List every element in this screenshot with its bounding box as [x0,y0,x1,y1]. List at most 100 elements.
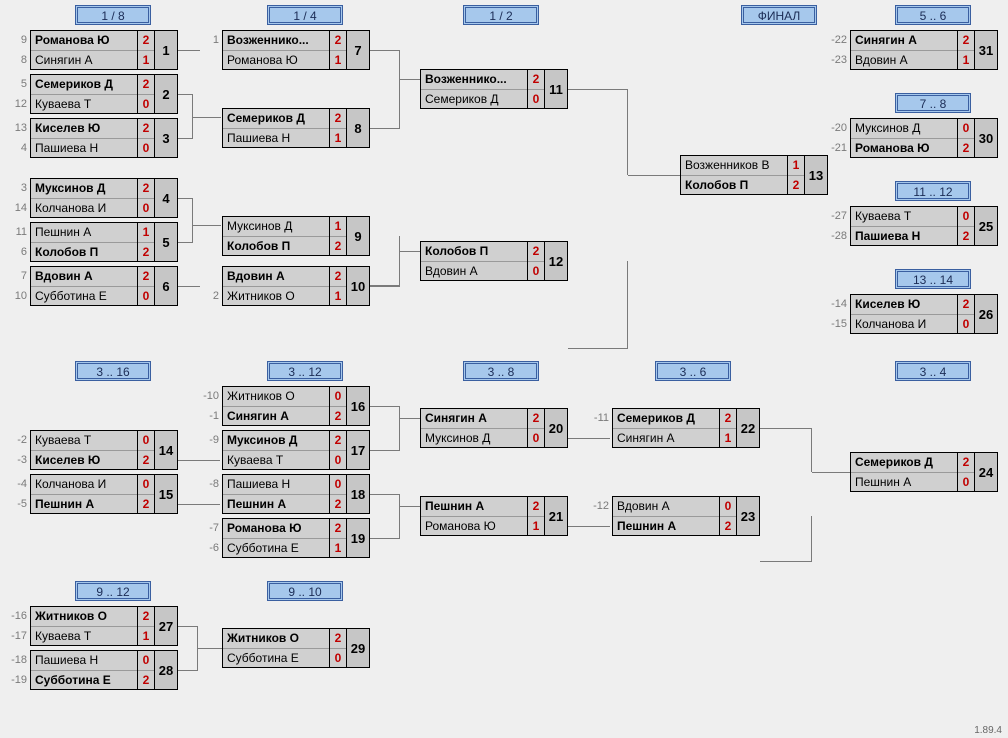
match-number: 29 [346,628,370,668]
match: -11Семериков ДСинягин А2122 [586,408,760,448]
score: 0 [528,429,544,448]
connector [178,504,220,505]
match-number: 24 [974,452,998,492]
player-name: Киселев Ю [31,451,137,470]
match: 314Муксинов ДКолчанова И204 [10,178,178,218]
score: 2 [958,227,974,246]
player-name: Романова Ю [223,51,329,70]
match-number: 13 [804,155,828,195]
player-name: Куваева Т [851,207,957,227]
match-number: 22 [736,408,760,448]
match: Семериков ДПашиева Н218 [202,108,370,148]
seed-number: 6 [10,242,30,262]
score: 2 [958,31,974,51]
round-header: 1 / 8 [75,5,151,25]
connector [178,626,198,670]
score: 1 [330,217,346,237]
score: 1 [958,51,974,70]
match: 116Пешнин АКолобов П125 [10,222,178,262]
score: 0 [330,649,346,668]
score: 2 [138,671,154,690]
player-name: Романова Ю [421,517,527,536]
player-name: Синягин А [613,429,719,448]
player-name: Пашиева Н [851,227,957,246]
score: 0 [720,497,736,517]
score: 2 [330,519,346,539]
player-name: Пашиева Н [223,129,329,148]
seed-number: 11 [10,222,30,242]
score: 2 [138,119,154,139]
match-number: 14 [154,430,178,470]
match-number: 8 [346,108,370,148]
player-name: Семериков Д [31,75,137,95]
score: 2 [138,243,154,262]
seed-number: -4 [10,474,30,494]
seed-number: -14 [824,294,850,314]
seed-number: -8 [196,474,222,494]
player-name: Субботина Е [31,287,137,306]
connector [568,261,628,349]
match-number: 26 [974,294,998,334]
match-number: 9 [346,216,370,256]
seed-number: -6 [196,538,222,558]
player-name: Муксинов Д [223,431,329,451]
match: Колобов ПВдовин А2012 [420,241,568,281]
score: 1 [138,627,154,646]
score: 1 [330,539,346,558]
player-name: Вдовин А [851,51,957,70]
player-name: Пешнин А [31,495,137,514]
player-name: Романова Ю [223,519,329,539]
round-header: 1 / 4 [267,5,343,25]
round-header: 13 .. 14 [895,269,971,289]
seed-number: 3 [10,178,30,198]
player-name: Куваева Т [223,451,329,470]
score: 0 [528,90,544,109]
match-number: 30 [974,118,998,158]
score: 2 [528,409,544,429]
connector [628,175,680,176]
match-number: 2 [154,74,178,114]
player-name: Романова Ю [31,31,137,51]
score: 2 [138,267,154,287]
seed-number: -22 [824,30,850,50]
seed-number: 1 [202,30,222,50]
match: -16-17Житников ОКуваева Т2127 [4,606,178,646]
score: 2 [330,431,346,451]
seed-number: 4 [10,138,30,158]
player-name: Семериков Д [613,409,719,429]
connector [198,648,222,649]
connector [178,94,193,138]
player-name: Муксинов Д [223,217,329,237]
player-name: Семериков Д [851,453,957,473]
seed-number [202,216,222,236]
player-name: Возженнико... [223,31,329,51]
score: 2 [330,629,346,649]
match: 710Вдовин АСубботина Е206 [10,266,178,306]
score: 0 [138,199,154,218]
score: 2 [958,139,974,158]
seed-number: 8 [10,50,30,70]
seed-number: 5 [10,74,30,94]
match-number: 15 [154,474,178,514]
player-name: Субботина Е [223,539,329,558]
match: Муксинов ДКолобов П129 [202,216,370,256]
score: 2 [330,109,346,129]
match-number: 12 [544,241,568,281]
player-name: Муксинов Д [31,179,137,199]
match: -8Пашиева НПешнин А0218 [196,474,370,514]
player-name: Семериков Д [421,90,527,109]
player-name: Колчанова И [31,199,137,218]
match: -27-28Куваева ТПашиева Н0225 [824,206,998,246]
round-header: 9 .. 10 [267,581,343,601]
match: -18-19Пашиева НСубботина Е0228 [4,650,178,690]
connector [178,138,193,139]
seed-number: 12 [10,94,30,114]
score: 0 [958,207,974,227]
match: 512Семериков ДКуваева Т202 [10,74,178,114]
player-name: Вдовин А [31,267,137,287]
match: -20-21Муксинов ДРоманова Ю0230 [824,118,998,158]
score: 2 [138,451,154,470]
score: 1 [720,429,736,448]
score: 1 [330,51,346,70]
seed-number: 13 [10,118,30,138]
